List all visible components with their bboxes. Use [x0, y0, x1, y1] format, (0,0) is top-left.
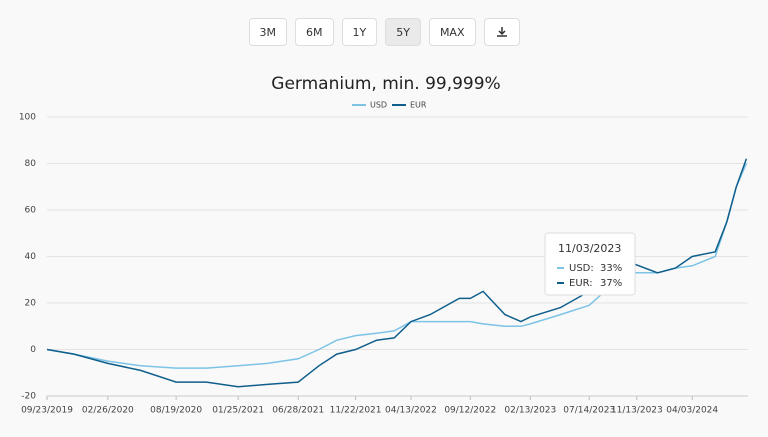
x-tick-label: 02/13/2023 [504, 406, 556, 416]
tooltip-name: USD: [569, 263, 594, 274]
x-tick-label: 09/23/2019 [21, 406, 73, 416]
y-tick-label: -20 [21, 392, 36, 402]
series-line [46, 163, 748, 369]
tooltip-value: 33% [600, 263, 622, 274]
controls: 3M 6M 1Y 5Y MAX [0, 18, 768, 46]
y-tick-label: 40 [25, 252, 37, 262]
range-button[interactable]: MAX [428, 18, 476, 46]
x-tick-label: 07/14/2023 [563, 406, 615, 416]
series-line [46, 158, 748, 388]
x-tick-label: 11/22/2021 [330, 406, 382, 416]
x-tick-label: 06/28/2021 [272, 406, 324, 416]
legend-label: USD [370, 101, 387, 110]
range-button[interactable]: 3M [248, 18, 287, 46]
x-tick-label: 11/13/2023 [611, 406, 663, 416]
legend-label: EUR [410, 101, 427, 110]
tooltip: 11/03/2023 USD: 33% EUR: 37% [544, 232, 636, 296]
x-tick-label: 04/13/2022 [385, 406, 437, 416]
y-tick-label: 80 [25, 159, 37, 169]
y-tick-label: 0 [30, 345, 36, 355]
range-button[interactable]: 5Y [385, 18, 421, 46]
y-tick-label: 20 [25, 299, 37, 309]
tooltip-title: 11/03/2023 [558, 242, 621, 255]
range-button[interactable]: 6M [295, 18, 334, 46]
chart-title: Germanium, min. 99,999% [271, 74, 500, 94]
tooltip-name: EUR: [569, 278, 593, 289]
tooltip-box [544, 232, 636, 296]
y-tick-label: 60 [25, 206, 37, 216]
x-tick-label: 02/26/2020 [82, 406, 134, 416]
x-tick-label: 01/25/2021 [212, 406, 264, 416]
download-icon [496, 27, 507, 37]
tooltip-value: 37% [600, 278, 622, 289]
y-tick-label: 100 [19, 113, 36, 123]
range-button[interactable]: 1Y [341, 18, 378, 46]
download-button[interactable] [483, 18, 520, 46]
x-tick-label: 08/19/2020 [150, 406, 202, 416]
x-tick-label: 09/12/2022 [444, 406, 496, 416]
x-tick-label: 04/03/2024 [666, 406, 718, 416]
